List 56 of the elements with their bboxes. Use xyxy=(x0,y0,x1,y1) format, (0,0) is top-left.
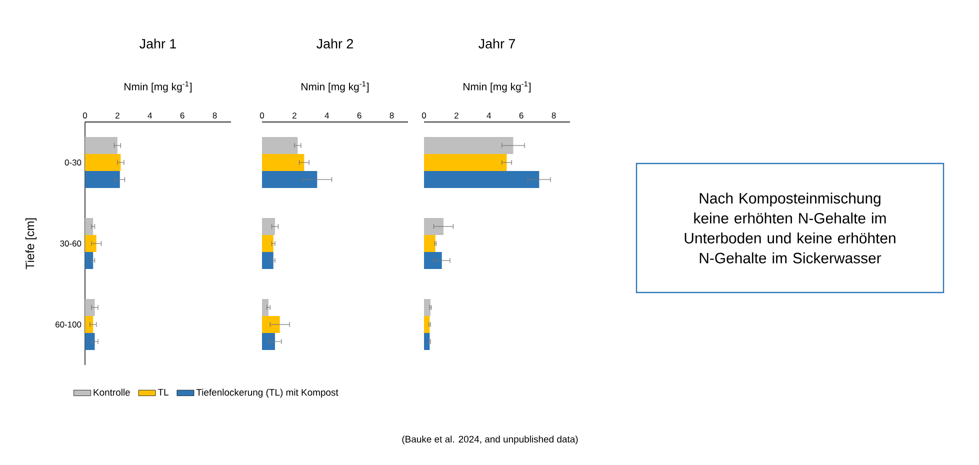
bar xyxy=(424,298,430,316)
bar xyxy=(85,234,96,252)
bar xyxy=(262,333,275,350)
bar xyxy=(424,171,540,188)
x-axis-title: Nmin [mg kg$^{-1}$] xyxy=(302,81,369,92)
bar xyxy=(85,252,94,270)
bar xyxy=(262,252,274,270)
x-tick-label: 6 xyxy=(519,112,524,118)
text: Nach Komposteinmischung keine erhöhten N-Gehalte im Unterboden und keine erhöhten N-Gehalte im Sickerwasser xyxy=(684,192,896,264)
bar xyxy=(85,154,121,172)
x-tick-label: 6 xyxy=(180,112,184,118)
bar xyxy=(424,136,514,154)
x-tick-label: 8 xyxy=(212,112,217,118)
bar xyxy=(85,218,94,235)
legend-label: Tiefenlockerung (TL) mit Kompost xyxy=(196,388,338,398)
bar xyxy=(424,234,436,252)
bar xyxy=(424,252,442,270)
y-axis-title: Tiefe [cm] xyxy=(25,218,37,270)
x-axis-title: Nmin [mg kg$^{-1}$] xyxy=(464,81,531,92)
chart-title: Jahr 1 xyxy=(140,38,176,48)
x-tick-label: 2 xyxy=(116,112,120,118)
chart-title: Jahr 7 xyxy=(478,38,516,48)
x-axis-title: Nmin [mg kg$^{-1}$] xyxy=(124,81,192,92)
bar xyxy=(262,154,304,172)
x-tick-label: 8 xyxy=(390,112,394,118)
y-tick-label: 0-30 xyxy=(64,160,82,166)
bar xyxy=(262,218,275,235)
x-tick-label: 0 xyxy=(422,112,426,118)
x-tick-label: 4 xyxy=(148,112,152,118)
x-tick-label: 6 xyxy=(357,112,362,118)
bar xyxy=(85,316,94,334)
x-tick-label: 4 xyxy=(324,112,330,118)
x-tick-label: 0 xyxy=(260,112,264,118)
x-tick-label: 0 xyxy=(82,112,88,118)
bar xyxy=(262,171,318,188)
chart-title: Jahr 2 xyxy=(316,38,354,48)
bar xyxy=(424,218,444,235)
bar xyxy=(262,136,298,154)
bar xyxy=(85,171,120,188)
x-tick-label: 4 xyxy=(486,112,492,118)
legend-label: TL xyxy=(158,388,168,396)
text: (Bauke et al. 2024, and unpublished data) xyxy=(402,436,578,444)
bar xyxy=(424,154,507,172)
bar xyxy=(85,333,95,350)
x-tick-label: 2 xyxy=(292,112,296,118)
bar xyxy=(262,298,268,316)
x-tick-label: 2 xyxy=(454,112,458,118)
bar xyxy=(424,333,430,350)
y-tick-label: 60-100 xyxy=(56,322,82,328)
bar xyxy=(424,316,430,334)
bar xyxy=(85,136,118,154)
bar xyxy=(85,298,95,316)
x-tick-label: 8 xyxy=(552,112,556,118)
legend-label: Kontrolle xyxy=(94,388,130,396)
y-tick-label: 30-60 xyxy=(60,240,82,246)
bar xyxy=(262,234,274,252)
